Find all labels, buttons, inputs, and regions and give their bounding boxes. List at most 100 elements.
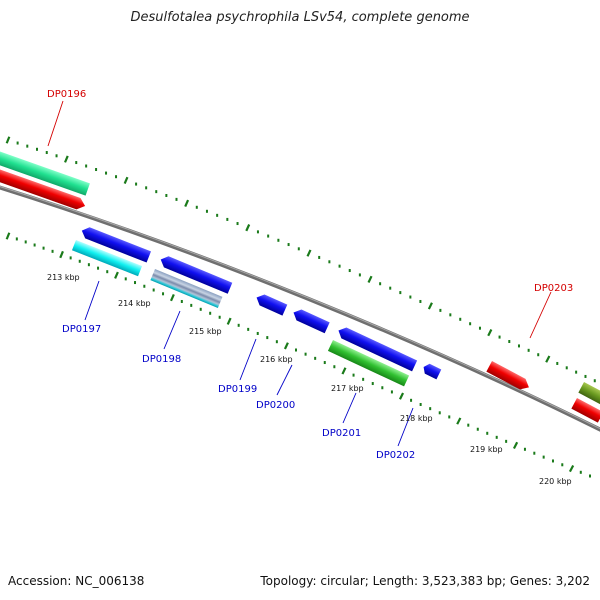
gene-DP0200[interactable] bbox=[291, 307, 330, 334]
tick-mark bbox=[323, 361, 326, 365]
tick-mark bbox=[537, 353, 540, 357]
tick-mark bbox=[59, 250, 64, 259]
tick-mark bbox=[495, 435, 498, 439]
tick-mark bbox=[469, 322, 472, 326]
tick-label-218: 218 kbp bbox=[400, 414, 433, 423]
tick-mark bbox=[256, 230, 259, 234]
tick-mark bbox=[155, 190, 158, 194]
tick-mark bbox=[448, 415, 451, 419]
tick-mark bbox=[486, 431, 489, 435]
tick-mark bbox=[275, 340, 278, 344]
tick-mark bbox=[277, 238, 280, 242]
tick-mark bbox=[367, 275, 373, 283]
tick-mark bbox=[78, 259, 81, 263]
tick-mark bbox=[523, 447, 526, 451]
tick-mark bbox=[5, 232, 11, 240]
tick-mark bbox=[195, 205, 198, 209]
gene-label-DP0203[interactable]: DP0203 bbox=[534, 283, 573, 294]
tick-mark bbox=[379, 282, 382, 286]
tick-mark bbox=[505, 439, 508, 443]
genome-summary: Topology: circular; Length: 3,523,383 bp… bbox=[260, 574, 590, 588]
tick-mark bbox=[389, 286, 392, 290]
gene-DP0201[interactable] bbox=[336, 325, 418, 372]
gene-DP0196-red[interactable] bbox=[0, 166, 87, 212]
tick-mark bbox=[419, 402, 422, 406]
tick-mark bbox=[352, 373, 355, 377]
gene-DP0197-cyan[interactable] bbox=[71, 239, 143, 277]
tick-mark bbox=[409, 295, 412, 299]
tick-mark bbox=[398, 392, 405, 400]
tick-mark bbox=[358, 273, 361, 277]
gene-label-DP0202[interactable]: DP0202 bbox=[376, 450, 415, 461]
tick-mark bbox=[45, 151, 48, 155]
gene-DP0199[interactable] bbox=[254, 292, 288, 316]
tick-mark bbox=[579, 470, 582, 474]
tick-mark bbox=[362, 377, 365, 381]
tick-label-213: 213 kbp bbox=[47, 273, 80, 282]
tick-mark bbox=[498, 335, 501, 339]
tick-mark bbox=[165, 193, 168, 197]
tick-mark bbox=[175, 197, 178, 201]
gene-green-right[interactable] bbox=[578, 382, 600, 407]
tick-mark bbox=[304, 352, 307, 356]
tick-mark bbox=[512, 441, 519, 449]
tick-mark bbox=[561, 463, 564, 467]
gene-red-right[interactable] bbox=[571, 398, 600, 423]
gene-DP0202[interactable] bbox=[421, 362, 442, 380]
tick-mark bbox=[85, 164, 88, 168]
tick-mark bbox=[467, 423, 470, 427]
tick-mark bbox=[114, 271, 119, 279]
tick-mark bbox=[106, 270, 109, 274]
tick-mark bbox=[247, 327, 250, 331]
tick-mark bbox=[236, 222, 239, 226]
tick-mark bbox=[256, 331, 259, 335]
tick-mark bbox=[134, 281, 137, 285]
tick-mark bbox=[266, 336, 269, 340]
tick-mark bbox=[338, 264, 341, 268]
gene-label-DP0200[interactable]: DP0200 bbox=[256, 400, 295, 411]
tick-mark bbox=[170, 293, 175, 302]
tick-mark bbox=[205, 209, 208, 213]
tick-mark bbox=[584, 374, 587, 378]
gene-label-DP0199[interactable]: DP0199 bbox=[218, 384, 257, 395]
tick-mark bbox=[33, 243, 36, 247]
tick-marks-upper bbox=[5, 136, 596, 383]
gene-label-DP0196[interactable]: DP0196 bbox=[47, 89, 86, 100]
gene-label-DP0198[interactable]: DP0198 bbox=[142, 354, 181, 365]
tick-mark bbox=[306, 249, 312, 257]
tick-mark bbox=[124, 277, 127, 281]
page-title: Desulfotalea psychrophila LSv54, complet… bbox=[130, 10, 470, 25]
gene-label-DP0201[interactable]: DP0201 bbox=[322, 428, 361, 439]
tick-mark bbox=[568, 464, 575, 473]
tick-mark bbox=[135, 182, 138, 186]
tick-mark bbox=[318, 255, 321, 259]
tick-mark bbox=[145, 186, 148, 190]
tick-mark bbox=[209, 311, 212, 315]
gene-DP0198-stripe[interactable] bbox=[150, 269, 223, 309]
tick-mark bbox=[429, 407, 432, 411]
tick-mark bbox=[162, 292, 165, 296]
tick-mark bbox=[399, 291, 402, 295]
gene-DP0197[interactable] bbox=[80, 225, 151, 263]
tick-mark bbox=[297, 247, 300, 251]
tick-mark bbox=[190, 303, 193, 307]
tick-mark bbox=[478, 326, 481, 330]
tick-mark bbox=[565, 366, 568, 370]
tick-mark bbox=[24, 240, 27, 244]
tick-label-216: 216 kbp bbox=[260, 355, 293, 364]
tick-mark bbox=[95, 168, 98, 172]
tick-mark bbox=[26, 144, 29, 148]
tick-mark bbox=[551, 459, 554, 463]
tick-mark bbox=[105, 171, 108, 175]
tick-mark bbox=[64, 155, 69, 163]
tick-mark bbox=[5, 136, 11, 144]
gene-DP0201-green[interactable] bbox=[327, 340, 410, 387]
gene-label-DP0197[interactable]: DP0197 bbox=[62, 324, 101, 335]
tick-label-217: 217 kbp bbox=[331, 384, 364, 393]
genome-backbone bbox=[0, 185, 600, 432]
gene-DP0196[interactable] bbox=[0, 148, 90, 196]
gene-DP0198[interactable] bbox=[158, 254, 233, 294]
tick-mark bbox=[589, 474, 591, 478]
tick-mark bbox=[542, 455, 545, 459]
gene-DP0203[interactable] bbox=[486, 361, 531, 393]
